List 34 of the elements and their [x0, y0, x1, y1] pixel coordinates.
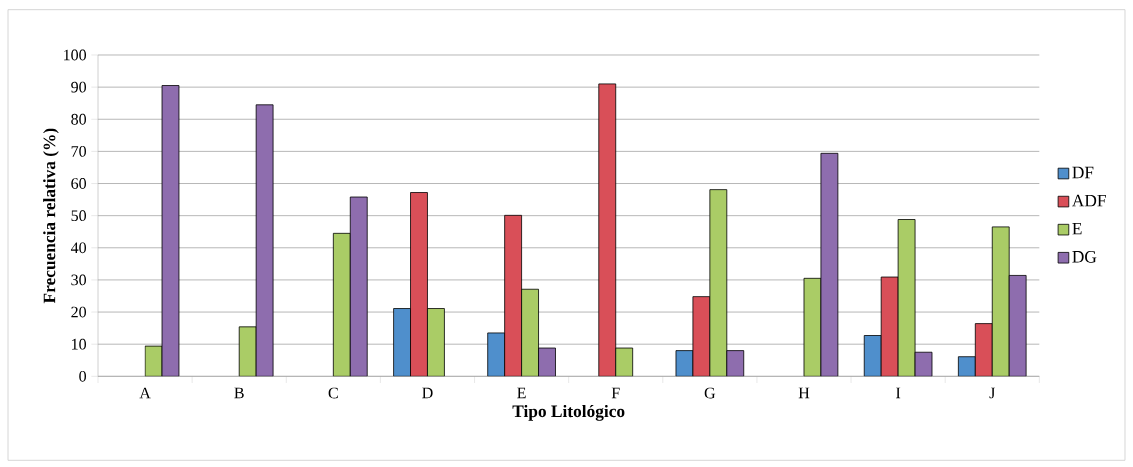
- x-tick-label: G: [704, 387, 716, 399]
- x-tick-label: C: [328, 387, 338, 399]
- x-tick-label: F: [611, 387, 620, 399]
- legend-label: E: [1072, 222, 1082, 235]
- y-tick-label: 50: [71, 210, 87, 222]
- x-tick-label: D: [422, 387, 433, 399]
- y-tick-label: 80: [71, 113, 87, 125]
- y-tick-label: 30: [71, 274, 87, 286]
- x-tick-label: E: [517, 387, 526, 399]
- y-tick-label: 90: [71, 81, 87, 93]
- legend-label: DG: [1072, 250, 1097, 263]
- y-tick-label: 70: [71, 145, 87, 157]
- x-tick-label: A: [139, 387, 151, 399]
- y-tick-label: 60: [71, 178, 87, 189]
- bar: [726, 350, 745, 377]
- y-tick-label: 40: [70, 242, 87, 254]
- x-axis-title: Tipo Litológico: [512, 404, 625, 421]
- y-tick-label: 20: [71, 306, 87, 318]
- x-tick-label: B: [234, 387, 244, 399]
- x-tick-label: J: [989, 387, 996, 399]
- legend-label: ADF: [1072, 194, 1106, 207]
- bar: [349, 196, 368, 377]
- bar: [957, 356, 976, 377]
- bar: [538, 347, 556, 377]
- y-tick-label: 0: [79, 370, 87, 382]
- bar: [487, 332, 506, 377]
- x-tick-label: H: [798, 387, 810, 399]
- x-tick-label: I: [896, 387, 901, 399]
- legend-label: DF: [1072, 166, 1094, 179]
- bar: [863, 335, 882, 377]
- y-tick-label: 100: [64, 49, 87, 61]
- y-tick-label: 10: [72, 338, 87, 350]
- bar: [393, 308, 411, 377]
- y-axis-title: Frecuencia relativa (%): [43, 128, 59, 304]
